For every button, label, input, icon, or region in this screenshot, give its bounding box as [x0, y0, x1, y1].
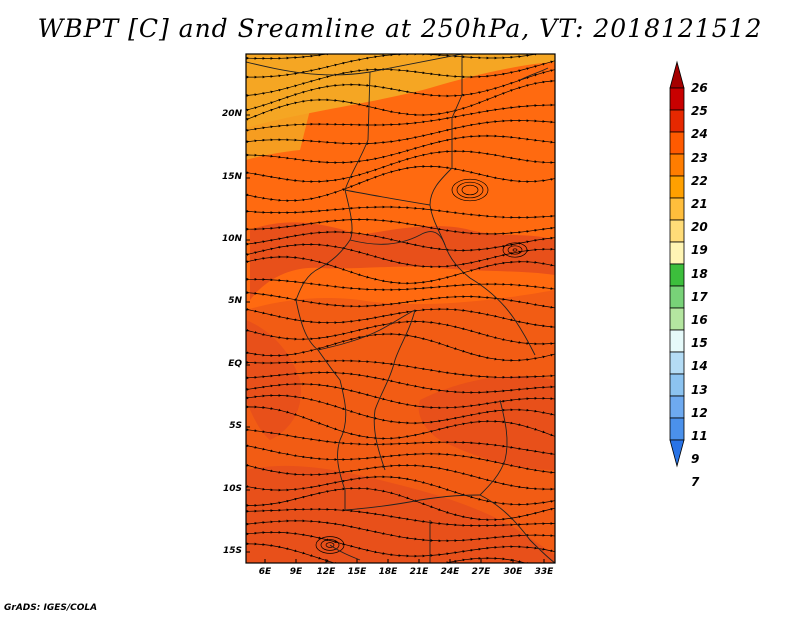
longitude-label: 27E — [471, 567, 491, 577]
colorbar-box — [669, 373, 685, 397]
colorbar-box — [669, 87, 685, 111]
colorbar — [669, 60, 685, 468]
streamline-vortex — [502, 242, 528, 258]
latitude-label: 10S — [222, 484, 242, 494]
colorbar-label: 25 — [691, 104, 708, 119]
streamline — [246, 542, 554, 563]
colorbar-label: 12 — [691, 405, 708, 420]
colorbar-label: 14 — [691, 359, 708, 374]
latitude-label: 5N — [228, 296, 242, 306]
colorbar-label: 22 — [691, 173, 708, 188]
streamline-vortex — [315, 536, 345, 554]
colorbar-label: 19 — [691, 243, 708, 258]
colorbar-box — [669, 263, 685, 287]
longitude-label: 9E — [289, 567, 303, 577]
colorbar-label: 20 — [691, 220, 708, 235]
wbpt-field — [246, 54, 555, 563]
colorbar-box — [669, 131, 685, 155]
streamline-vortex — [461, 184, 479, 196]
colorbar-box — [669, 197, 685, 221]
colorbar-box — [669, 351, 685, 375]
streamline — [246, 164, 555, 203]
colorbar-label: 18 — [691, 266, 708, 281]
streamline-vortex — [507, 245, 523, 255]
streamline — [246, 277, 555, 292]
latitude-label: 10N — [221, 234, 242, 244]
longitude-label: 12E — [316, 567, 336, 577]
colorbar-box — [669, 219, 685, 243]
colorbar-bottom-arrow — [669, 439, 685, 468]
longitude-label: 18E — [378, 567, 398, 577]
colorbar-label: 26 — [691, 81, 708, 95]
streamline — [246, 205, 555, 219]
streamline-vortex — [451, 178, 489, 202]
colorbar-label: 9 — [691, 452, 700, 467]
colorbar-label: 15 — [691, 336, 708, 351]
colorbar-box — [669, 395, 685, 419]
colorbar-label: 11 — [691, 429, 708, 443]
streamline-vortex — [512, 248, 518, 252]
longitude-label: 15E — [347, 567, 367, 577]
colorbar-label: 13 — [691, 382, 708, 397]
longitude-label: 21E — [409, 567, 429, 577]
colorbar-top-arrow — [669, 60, 685, 89]
colorbar-box — [669, 109, 685, 133]
colorbar-box — [669, 329, 685, 353]
colorbar-box — [669, 153, 685, 177]
longitude-label: 30E — [503, 567, 523, 577]
colorbar-label: 21 — [691, 197, 708, 211]
colorbar-box — [669, 285, 685, 309]
colorbar-label: 23 — [691, 150, 708, 165]
streamline — [246, 291, 555, 309]
longitude-label: 24E — [440, 567, 460, 577]
streamline-vortex — [325, 542, 335, 548]
colorbar-label: 24 — [691, 127, 708, 142]
longitude-label: 33E — [534, 567, 554, 577]
colorbar-label: 16 — [691, 313, 708, 327]
streamline-vortex — [320, 539, 340, 551]
colorbar-box — [669, 241, 685, 265]
latitude-label: 15N — [221, 172, 242, 182]
longitude-label: 6E — [258, 567, 272, 577]
map-frame — [245, 53, 556, 564]
colorbar-box — [669, 417, 685, 441]
streamline — [246, 307, 555, 329]
colorbar-label: 7 — [691, 475, 700, 490]
latitude-label: 5S — [229, 421, 242, 431]
colorbar-box — [669, 307, 685, 331]
latitude-label: 15S — [222, 546, 242, 556]
latitude-label: EQ — [228, 359, 242, 369]
streamline-vortex — [456, 181, 484, 199]
colorbar-box — [669, 175, 685, 199]
colorbar-label: 17 — [691, 289, 708, 304]
chart-title: WBPT [C] and Sreamline at 250hPa, VT: 20… — [37, 14, 763, 43]
latitude-label: 20N — [221, 109, 242, 119]
grads-credit: GrADS: IGES/COLA — [4, 603, 98, 613]
